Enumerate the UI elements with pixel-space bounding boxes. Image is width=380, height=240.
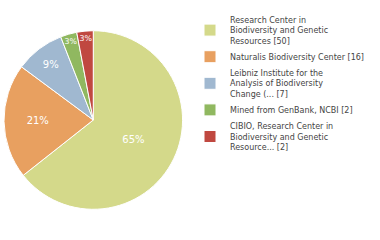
svg-text:3%: 3% [64, 37, 77, 46]
svg-text:Leibniz Institute for theAnaly: Leibniz Institute for theAnalysis of Bio… [230, 69, 323, 99]
svg-text:Mined from GenBank, NCBI [2]: Mined from GenBank, NCBI [2] [230, 106, 353, 115]
svg-text:65%: 65% [122, 134, 144, 145]
svg-text:CIBIO, Research Center inBiodi: CIBIO, Research Center inBiodiversity an… [230, 122, 333, 152]
svg-text:9%: 9% [43, 59, 59, 70]
svg-text:21%: 21% [27, 115, 49, 126]
svg-text:Naturalis Biodiversity Center: Naturalis Biodiversity Center [16] [230, 53, 364, 62]
svg-text:3%: 3% [79, 34, 92, 43]
svg-text:Research Center inBiodiversity: Research Center inBiodiversity and Genet… [230, 16, 328, 46]
